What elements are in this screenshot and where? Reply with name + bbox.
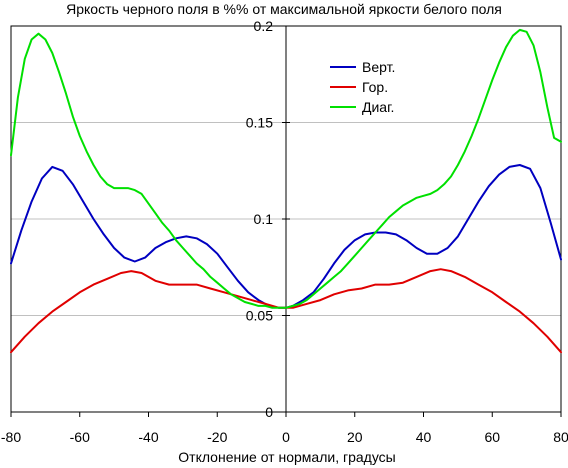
x-tick-label: 20 [347, 429, 363, 445]
chart-title: Яркость черного поля в %% от максимально… [66, 1, 502, 17]
legend-label: Гор. [362, 79, 388, 95]
y-tick-labels: 0 0.05 0.1 0.15 0.2 [246, 18, 273, 420]
y-tick-label: 0.1 [254, 211, 274, 227]
legend-label: Верт. [362, 59, 395, 75]
series-line-3 [10, 28, 562, 309]
y-tick-label: 0.05 [246, 308, 273, 324]
axes [10, 25, 562, 417]
y-tick-label: 0.2 [254, 18, 274, 34]
x-tick-labels: -80 -60 -40 -20 0 20 40 60 80 [1, 429, 568, 445]
y-tick-label: 0.15 [246, 115, 273, 131]
x-tick-label: 80 [553, 429, 568, 445]
series-lines [10, 28, 562, 354]
x-axis-label: Отклонение от нормали, градусы [178, 449, 395, 465]
legend-label: Диаг. [362, 99, 394, 115]
x-tick-label: -20 [207, 429, 227, 445]
x-tick-label: 0 [282, 429, 290, 445]
x-tick-label: -60 [70, 429, 90, 445]
legend: Верт. Гор. Диаг. [330, 59, 395, 115]
x-tick-label: 40 [416, 429, 432, 445]
y-tick-label: 0 [265, 404, 273, 420]
x-tick-label: 60 [484, 429, 500, 445]
x-tick-label: -80 [1, 429, 21, 445]
x-tick-label: -40 [138, 429, 158, 445]
